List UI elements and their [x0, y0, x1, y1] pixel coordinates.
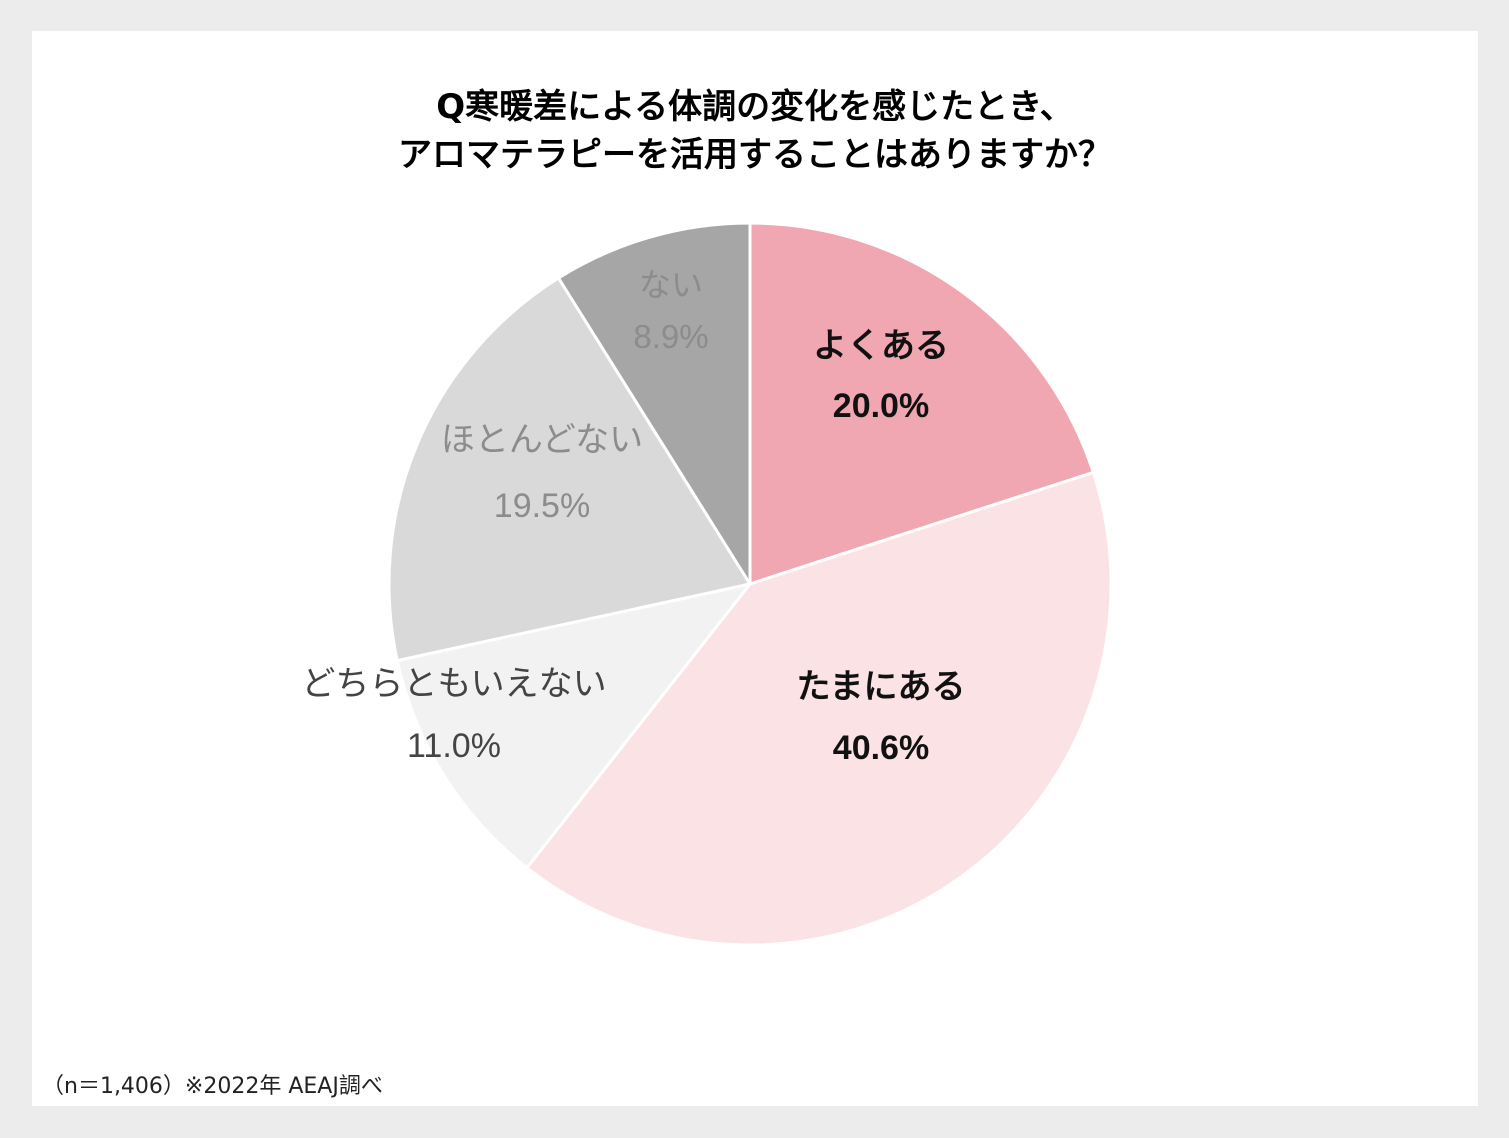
pie-chart: よくある 20.0% たまにある 40.6% どちらともいえない 11.0% ほとんどない 1… [301, 221, 1113, 947]
slice-label-4: ほとんどない [441, 420, 643, 460]
chart-title: Q寒暖差による体調の変化を感じたとき、 アロマテラピーを活用することはありますか… [32, 83, 1478, 179]
slice-value-label-4: 19.5% [494, 487, 590, 525]
chart-title-line-1: Q寒暖差による体調の変化を感じたとき、 [436, 87, 1074, 127]
slice-label-2: たまにある [797, 667, 966, 707]
slice-label-1: よくある [813, 326, 949, 366]
pie-slice-3 [395, 582, 752, 870]
slice-label-3: どちらともいえない [301, 664, 606, 704]
slice-value-label-1: 20.0% [833, 387, 929, 425]
pie-slice-1 [748, 221, 1095, 586]
slice-value-label-2: 40.6% [833, 729, 929, 767]
pie-slice-5 [556, 221, 752, 586]
pie-slice-2 [525, 470, 1113, 947]
chart-card: Q寒暖差による体調の変化を感じたとき、 アロマテラピーを活用することはありますか… [32, 31, 1478, 1106]
footnote: （n＝1,406）※2022年 AEAJ調べ [42, 1074, 383, 1099]
slice-value-label-5: 8.9% [633, 318, 708, 355]
chart-title-line-2: アロマテラピーを活用することはありますか？ [398, 135, 1112, 175]
slice-label-5: ない [639, 266, 703, 304]
pie-slice-4 [387, 276, 752, 663]
slice-value-label-3: 11.0% [407, 727, 501, 765]
